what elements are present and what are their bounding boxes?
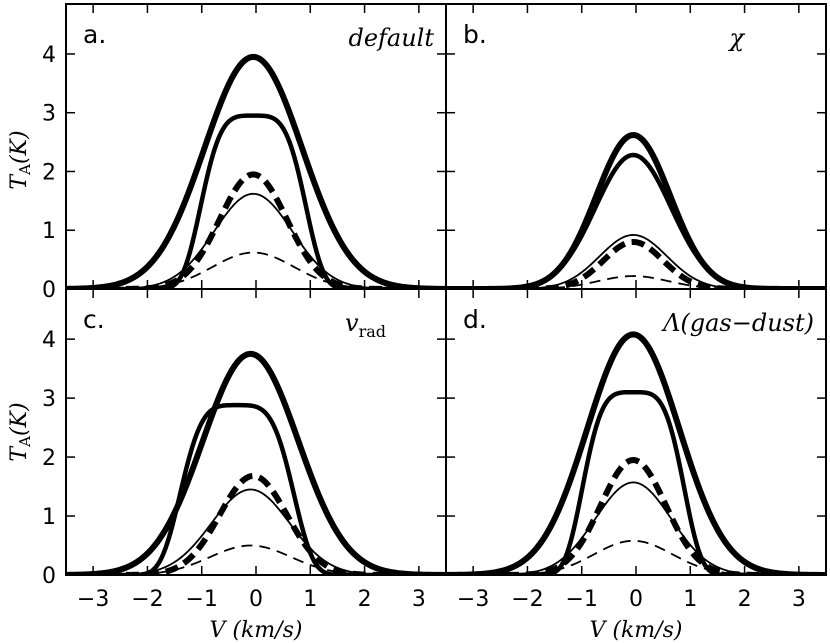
y-tick-label: 1 [42, 505, 56, 530]
panel-annotation: vrad [345, 309, 386, 341]
x-tick-label: −1 [185, 587, 217, 612]
series-line-solid [446, 152, 826, 289]
xlabel-left: V (km/s) [210, 618, 303, 643]
panel-letter: a. [83, 20, 106, 49]
ylabel-bottom: TA(K) [7, 402, 34, 461]
panel-annotation: Λ(gas−dust) [661, 309, 814, 337]
series-line-solid [66, 113, 446, 289]
y-tick-label: 3 [42, 387, 56, 412]
y-tick-label: 2 [42, 160, 56, 185]
panel-annotation: χ [727, 24, 745, 52]
series-line-thick-solid [446, 331, 826, 575]
x-tick-label: 1 [683, 587, 697, 612]
x-tick-label: 2 [738, 587, 752, 612]
x-tick-label: 0 [249, 587, 263, 612]
panel-c: −3 −2 −1 0 1 2 3 0 1 2 3 4 c. vrad [42, 288, 447, 612]
series-line-thick-solid [66, 53, 446, 289]
series-line-thick-solid [66, 350, 446, 575]
y-tick-label: 4 [42, 328, 56, 353]
series-line-thick-dashed [66, 171, 446, 289]
series-line-thin-solid [446, 481, 826, 575]
series-line-solid [446, 389, 826, 575]
panel-frame [65, 288, 447, 576]
y-tick-label: 1 [42, 219, 56, 244]
xlabel-right: V (km/s) [590, 618, 683, 643]
x-tick-label: −1 [565, 587, 597, 612]
ylabel-top: TA(K) [7, 130, 34, 189]
x-tick-label: 1 [303, 587, 317, 612]
panel-letter: c. [83, 305, 105, 334]
series-line-thin-solid [66, 192, 446, 289]
panel-letter: b. [463, 20, 487, 49]
panel-letter: d. [463, 305, 487, 334]
panel-frame [445, 3, 827, 290]
x-tick-label: −3 [77, 587, 109, 612]
y-tick-label: 0 [42, 278, 56, 303]
y-tick-label: 4 [42, 43, 56, 68]
series-line-thick-dashed [446, 457, 826, 575]
x-tick-label: 2 [358, 587, 372, 612]
series-line-thin-solid [66, 488, 446, 575]
panel-b: b. χ [445, 3, 827, 290]
y-tick-label: 3 [42, 102, 56, 127]
series-line-thick-solid [446, 132, 826, 289]
x-tick-label: 3 [412, 587, 426, 612]
panel-annotation: default [348, 24, 434, 52]
x-tick-label: 3 [792, 587, 806, 612]
x-tick-label: −2 [131, 587, 163, 612]
x-tick-label: 0 [629, 587, 643, 612]
panel-a: 0 1 2 3 4 a. default [42, 3, 447, 303]
y-tick-label: 0 [42, 564, 56, 589]
x-tick-label: −2 [511, 587, 543, 612]
panel-d: −3 −2 −1 0 1 2 3 d. Λ(gas−dust) [445, 288, 827, 612]
x-tick-label: −3 [457, 587, 489, 612]
y-tick-label: 2 [42, 446, 56, 471]
